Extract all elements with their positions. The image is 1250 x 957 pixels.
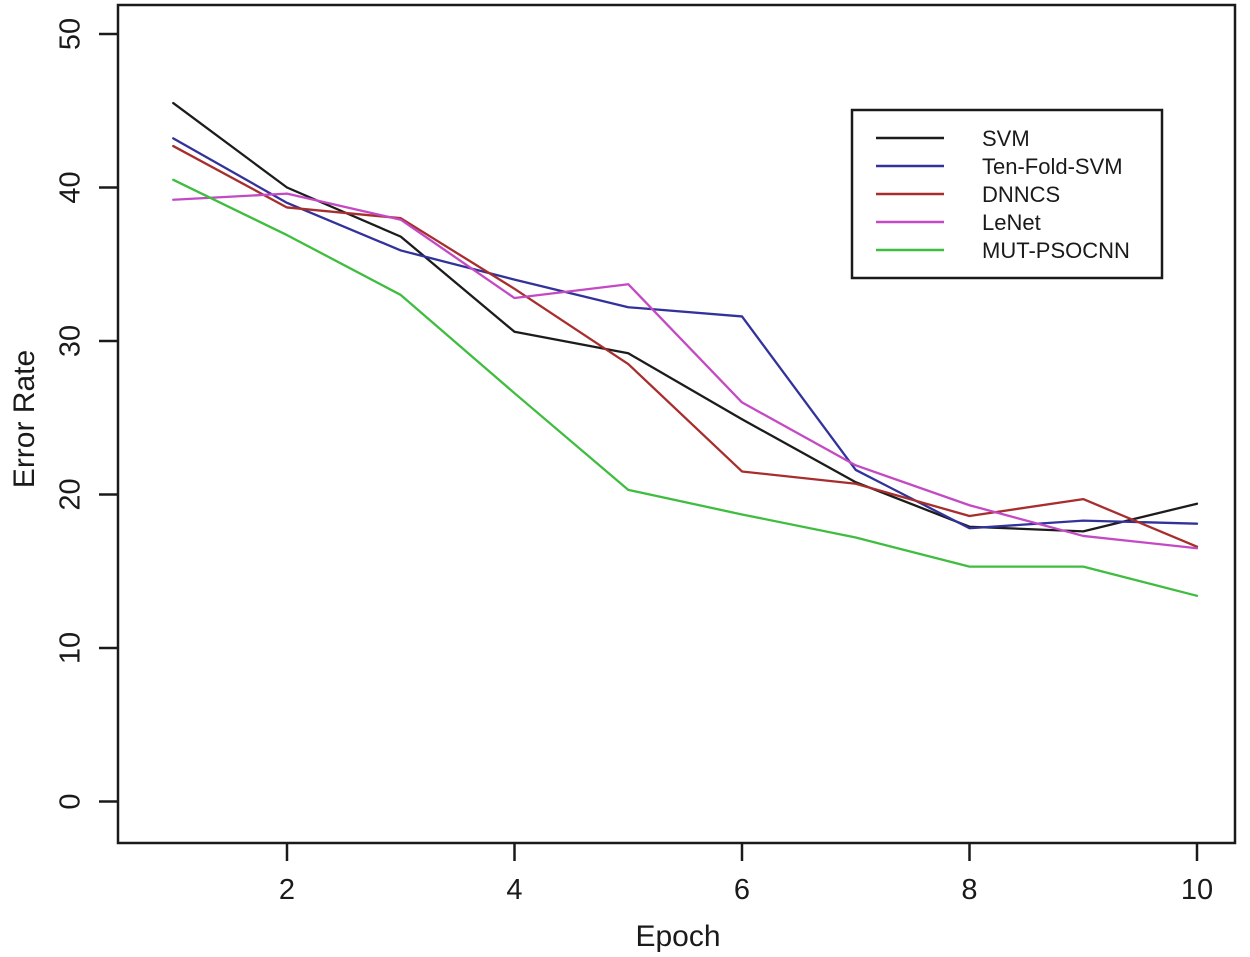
- series-line-dnncs: [172, 144, 1199, 548]
- legend-item: SVM: [876, 126, 1030, 151]
- x-tick-label: 2: [279, 874, 295, 906]
- legend-item: Ten-Fold-SVM: [876, 154, 1123, 179]
- y-tick-label: 0: [55, 793, 87, 809]
- y-tick-label: 40: [55, 171, 87, 203]
- y-axis: 0 10 20 30 40 50: [55, 18, 118, 810]
- series-line-ten-fold-svm: [172, 137, 1199, 530]
- y-tick-label: 30: [55, 325, 87, 357]
- x-axis: 2 4 6 8 10: [279, 843, 1213, 906]
- legend-item: DNNCS: [876, 182, 1060, 207]
- y-tick-label: 10: [55, 632, 87, 664]
- series-line-mut-psocnn: [172, 178, 1199, 597]
- series-line-lenet: [172, 192, 1199, 550]
- x-tick-label: 10: [1181, 874, 1213, 906]
- legend-item: MUT-PSOCNN: [876, 238, 1130, 263]
- x-tick-label: 6: [734, 874, 750, 906]
- legend-item: LeNet: [876, 210, 1041, 235]
- y-axis-title: Error Rate: [8, 350, 41, 488]
- legend-item-label: LeNet: [982, 210, 1041, 235]
- y-tick-label: 20: [55, 478, 87, 510]
- legend-item-label: SVM: [982, 126, 1030, 151]
- x-tick-label: 8: [961, 874, 977, 906]
- legend-item-label: MUT-PSOCNN: [982, 238, 1130, 263]
- plot-frame: [116, 3, 1237, 845]
- legend-item-label: Ten-Fold-SVM: [982, 154, 1123, 179]
- series-lines: [172, 101, 1199, 597]
- legend-item-label: DNNCS: [982, 182, 1060, 207]
- y-tick-label: 50: [55, 18, 87, 50]
- x-axis-title: Epoch: [635, 920, 720, 953]
- legend: SVM Ten-Fold-SVM DNNCS LeNet MUT-PSOCNN: [850, 108, 1164, 280]
- x-tick-label: 4: [506, 874, 522, 906]
